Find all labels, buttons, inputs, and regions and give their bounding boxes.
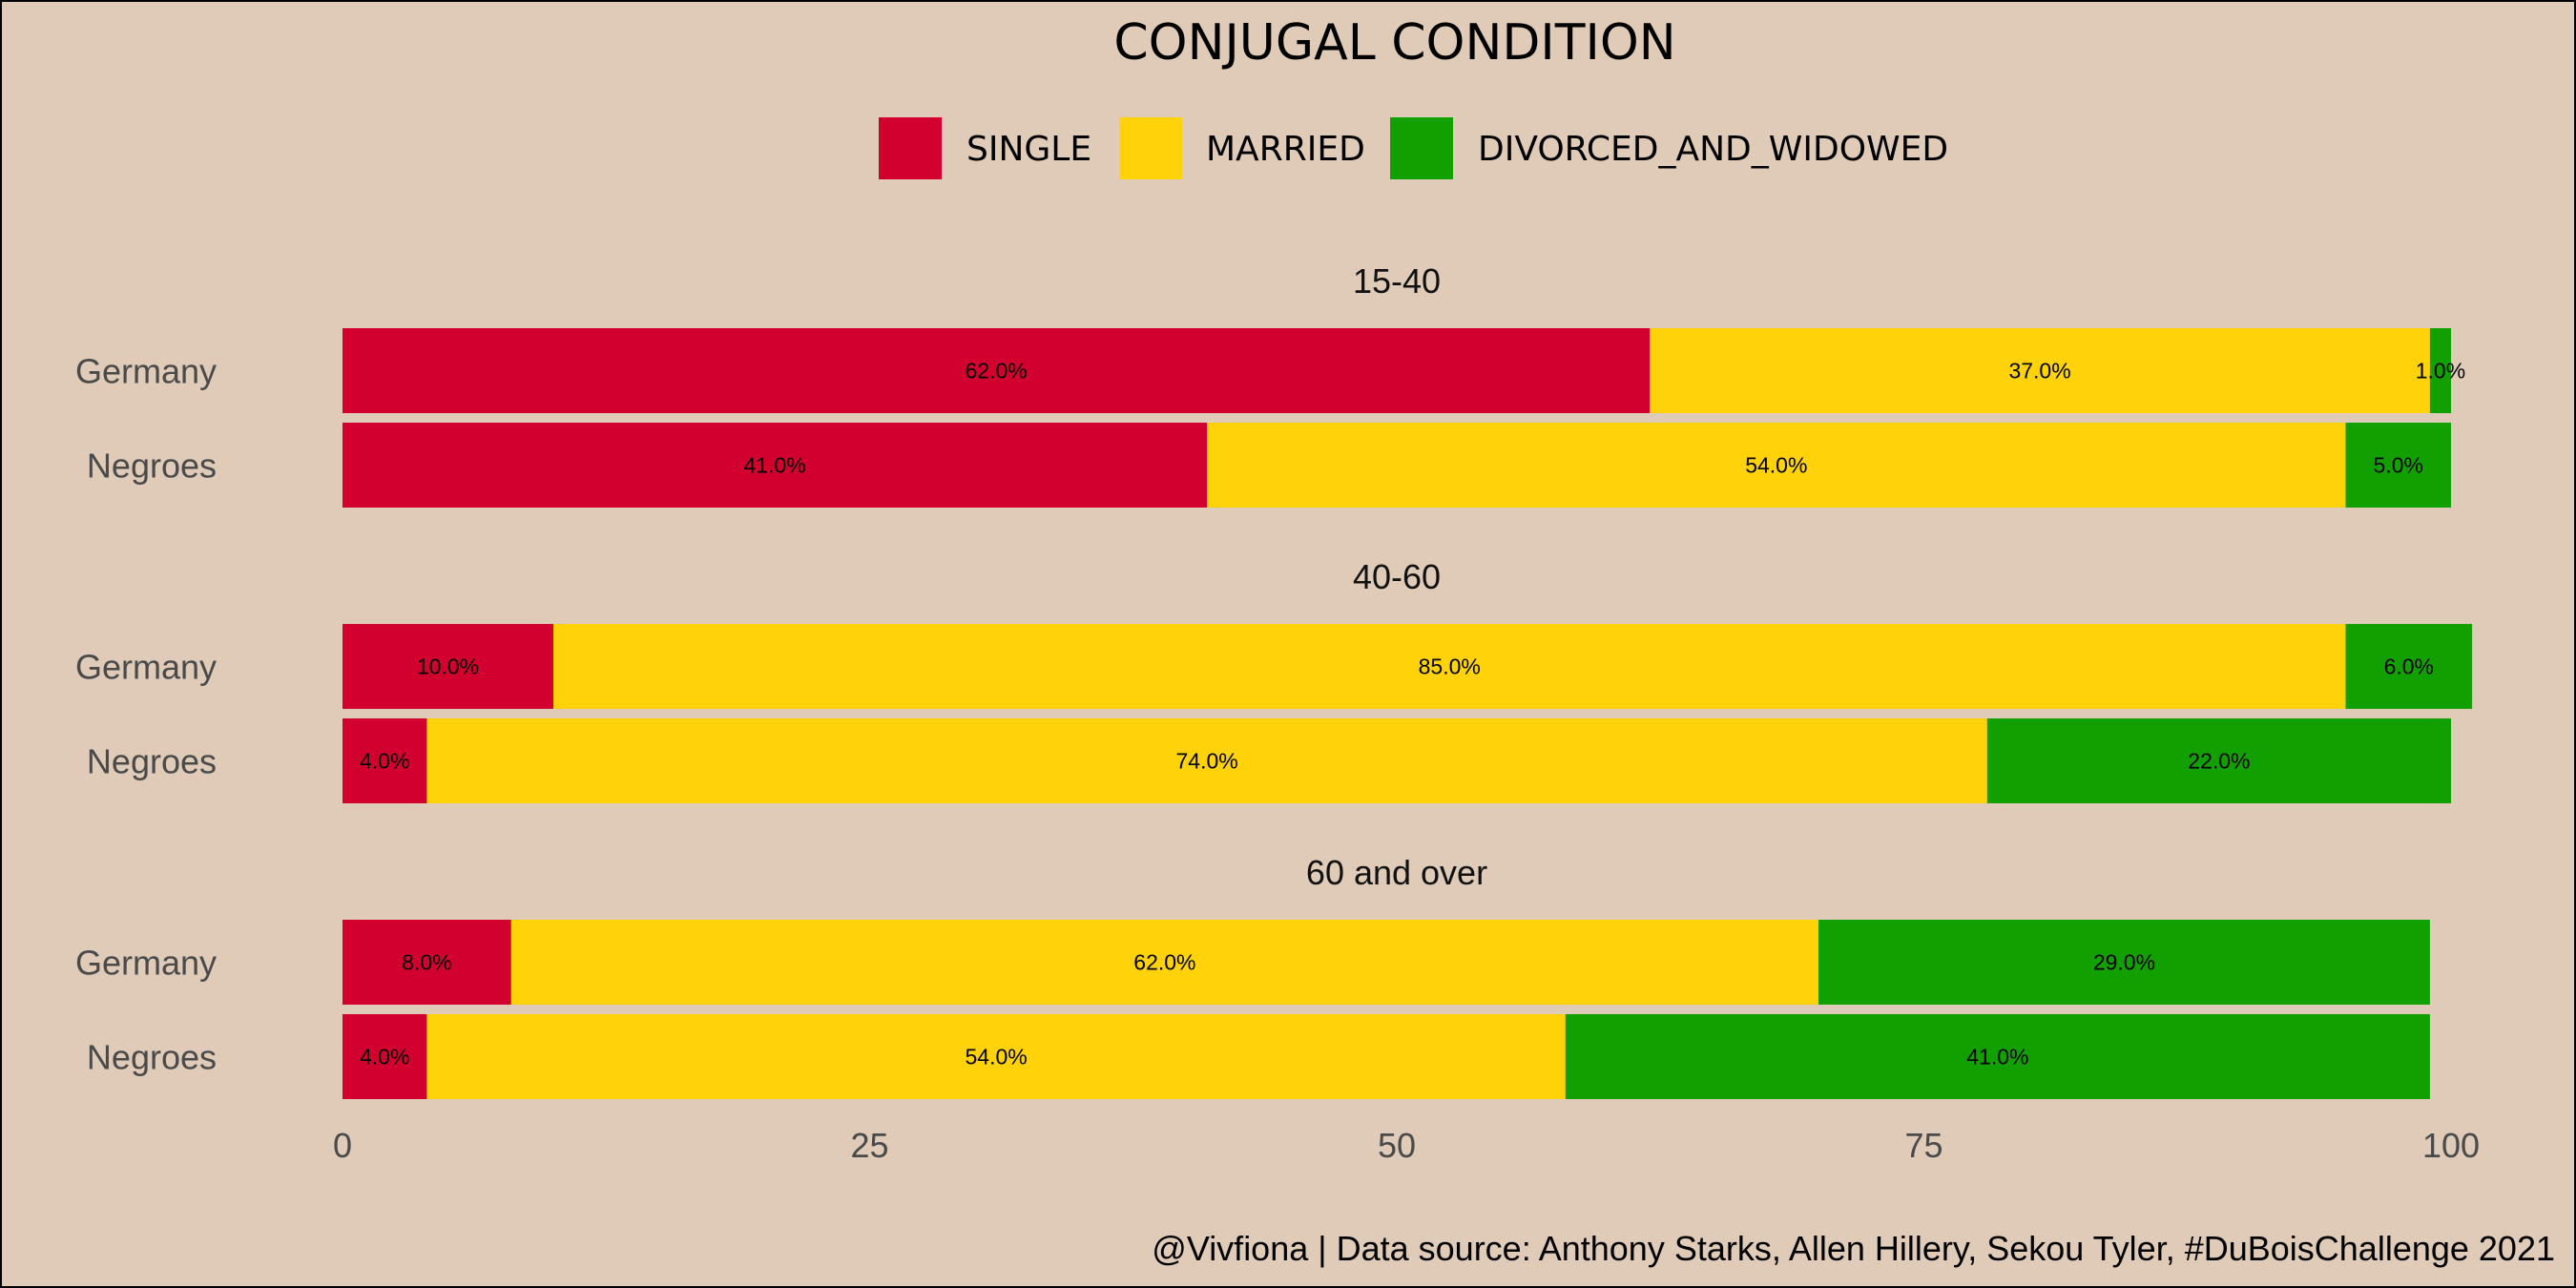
bar-segment-divorced-and-widowed bbox=[1986, 718, 2451, 803]
bar-value-label: 37.0% bbox=[2008, 359, 2070, 384]
row-label-germany: Germany bbox=[75, 944, 217, 983]
bar-row-negroes: Negroes 4.0% 74.0% 22.0% bbox=[87, 718, 2451, 803]
bar-segment-divorced-and-widowed bbox=[2429, 328, 2451, 413]
bar-segment-single bbox=[343, 328, 1651, 413]
x-tick-label: 0 bbox=[333, 1126, 352, 1165]
bar-value-label: 41.0% bbox=[1966, 1045, 2028, 1070]
bar-segment-married bbox=[1650, 328, 2430, 413]
bar-row-germany: Germany 10.0% 85.0% 6.0% bbox=[75, 624, 2473, 709]
legend-swatch-divorced-and-widowed bbox=[1390, 117, 1453, 179]
x-tick-label: 50 bbox=[1378, 1126, 1416, 1165]
x-axis: 0 25 50 75 100 bbox=[333, 1126, 2480, 1165]
legend-label-married: MARRIED bbox=[1206, 130, 1365, 169]
bar-segment-single bbox=[343, 624, 553, 709]
bar-value-label: 10.0% bbox=[417, 654, 479, 679]
bar-segment-married bbox=[553, 624, 2346, 709]
legend-label-divorced-and-widowed: DIVORCED_AND_WIDOWED bbox=[1478, 130, 1948, 169]
legend-swatch-single bbox=[879, 117, 942, 179]
row-label-negroes: Negroes bbox=[87, 742, 217, 781]
bar-row-germany: Germany 8.0% 62.0% 29.0% bbox=[75, 920, 2430, 1005]
facet-40-60: 40-60 Germany 10.0% 85.0% 6.0% Negroes 4.0% 74.… bbox=[75, 557, 2473, 803]
x-tick-label: 100 bbox=[2422, 1126, 2480, 1165]
bar-value-label: 41.0% bbox=[743, 453, 805, 478]
row-label-negroes: Negroes bbox=[87, 1038, 217, 1077]
bar-value-label: 1.0% bbox=[2416, 359, 2465, 384]
bar-value-label: 54.0% bbox=[1745, 453, 1807, 478]
facet-60-and-over: 60 and over Germany 8.0% 62.0% 29.0% Negroes 4… bbox=[75, 853, 2430, 1099]
caption: @Vivfiona | Data source: Anthony Starks,… bbox=[1152, 1229, 2555, 1268]
bar-segment-divorced-and-widowed bbox=[1565, 1014, 2430, 1099]
facet-label: 40-60 bbox=[1353, 557, 1441, 596]
bar-value-label: 85.0% bbox=[1419, 654, 1481, 679]
facet-label: 15-40 bbox=[1353, 261, 1441, 301]
row-label-germany: Germany bbox=[75, 648, 217, 687]
bar-value-label: 8.0% bbox=[402, 950, 451, 975]
bar-value-label: 62.0% bbox=[1133, 950, 1195, 975]
bar-segment-married bbox=[510, 920, 1818, 1005]
x-tick-label: 25 bbox=[850, 1126, 888, 1165]
bar-segment-married bbox=[426, 718, 1987, 803]
bar-segment-divorced-and-widowed bbox=[1818, 920, 2430, 1005]
bar-segment-single bbox=[343, 1014, 427, 1099]
bar-row-negroes: Negroes 4.0% 54.0% 41.0% bbox=[87, 1014, 2430, 1099]
bar-value-label: 6.0% bbox=[2384, 654, 2434, 679]
bar-segment-single bbox=[343, 718, 427, 803]
facet-label: 60 and over bbox=[1306, 853, 1487, 892]
bar-value-label: 74.0% bbox=[1175, 749, 1237, 774]
bar-row-negroes: Negroes 41.0% 54.0% 5.0% bbox=[87, 423, 2451, 508]
legend-label-single: SINGLE bbox=[966, 130, 1091, 169]
bar-segment-married bbox=[1207, 423, 2346, 508]
bar-value-label: 5.0% bbox=[2374, 453, 2423, 478]
bar-value-label: 22.0% bbox=[2188, 749, 2250, 774]
plot-area: 15-40 Germany 62.0% 37.0% 1.0% Negroes 41.0% 54… bbox=[75, 261, 2473, 1099]
legend: SINGLE MARRIED DIVORCED_AND_WIDOWED bbox=[879, 117, 1948, 179]
x-tick-label: 75 bbox=[1904, 1126, 1942, 1165]
bar-segment-divorced-and-widowed bbox=[2345, 423, 2451, 508]
bar-segment-single bbox=[343, 920, 511, 1005]
bar-value-label: 29.0% bbox=[2093, 950, 2155, 975]
row-label-germany: Germany bbox=[75, 352, 217, 391]
bar-segment-divorced-and-widowed bbox=[2345, 624, 2473, 709]
chart-title: CONJUGAL CONDITION bbox=[1113, 14, 1675, 72]
facet-15-40: 15-40 Germany 62.0% 37.0% 1.0% Negroes 41.0% 54… bbox=[75, 261, 2465, 508]
legend-swatch-married bbox=[1119, 117, 1182, 179]
bar-segment-single bbox=[343, 423, 1208, 508]
bar-segment-married bbox=[426, 1014, 1566, 1099]
row-label-negroes: Negroes bbox=[87, 447, 217, 486]
bar-value-label: 4.0% bbox=[360, 749, 409, 774]
bar-value-label: 62.0% bbox=[965, 359, 1027, 384]
bar-value-label: 54.0% bbox=[965, 1045, 1027, 1070]
bar-value-label: 4.0% bbox=[360, 1045, 409, 1070]
bar-row-germany: Germany 62.0% 37.0% 1.0% bbox=[75, 328, 2465, 413]
